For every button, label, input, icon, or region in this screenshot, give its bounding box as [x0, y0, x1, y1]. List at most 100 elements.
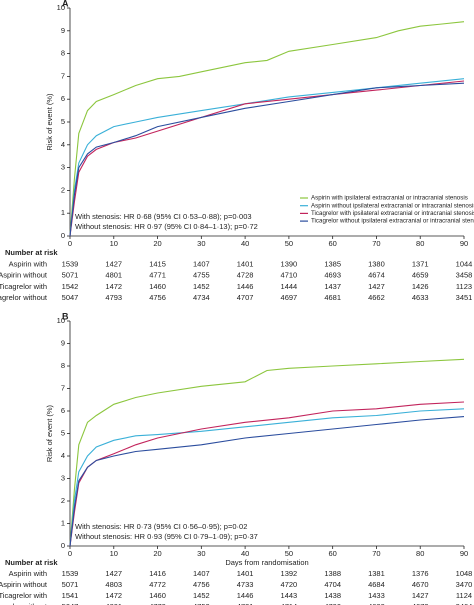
- risk-count: 4734: [193, 293, 210, 302]
- x-tick-label: 60: [328, 549, 336, 558]
- y-tick-label: 2: [61, 496, 65, 505]
- x-tick-label: 20: [153, 549, 161, 558]
- risk-count: 1376: [412, 569, 429, 578]
- risk-count: 4756: [193, 580, 210, 589]
- risk-count: 4704: [324, 580, 341, 589]
- risk-count: 1438: [324, 591, 341, 600]
- x-tick-label: 60: [328, 239, 336, 248]
- risk-count: 5047: [62, 293, 79, 302]
- risk-count: 3464: [456, 602, 473, 605]
- risk-table-title: Number at risk: [5, 248, 58, 257]
- risk-count: 1452: [193, 591, 210, 600]
- risk-row-label: Ticagrelor with: [0, 591, 47, 600]
- risk-count: 1427: [105, 259, 122, 268]
- y-tick-label: 3: [61, 163, 65, 172]
- y-tick-label: 4: [61, 451, 65, 460]
- risk-count: 1427: [368, 282, 385, 291]
- x-tick-label: 70: [372, 549, 380, 558]
- panel-label: A: [62, 0, 69, 8]
- risk-count: 1415: [149, 259, 166, 268]
- risk-count: 1472: [105, 282, 122, 291]
- x-tick-label: 80: [416, 239, 424, 248]
- risk-row-label: Aspirin with: [9, 569, 47, 578]
- risk-count: 1416: [149, 569, 166, 578]
- y-tick-label: 8: [61, 49, 65, 58]
- risk-count: 1381: [368, 569, 385, 578]
- risk-count: 1460: [149, 591, 166, 600]
- y-tick-label: 9: [61, 26, 65, 35]
- y-tick-label: 3: [61, 473, 65, 482]
- risk-count: 5071: [62, 271, 79, 280]
- risk-count: 1124: [456, 591, 472, 600]
- risk-count: 4803: [105, 580, 122, 589]
- x-tick-label: 0: [68, 549, 72, 558]
- risk-count: 4801: [105, 271, 122, 280]
- km-curve: [69, 21, 465, 237]
- risk-row-label: Ticagrelor with: [0, 282, 47, 291]
- risk-count: 4674: [368, 271, 385, 280]
- x-axis-label: Days from randomisation: [225, 558, 308, 567]
- risk-count: 4772: [149, 580, 166, 589]
- risk-count: 4684: [368, 580, 385, 589]
- risk-count: 1380: [368, 259, 385, 268]
- risk-count: 4700: [324, 602, 341, 605]
- risk-count: 1539: [62, 569, 79, 578]
- risk-row-label: Aspirin with: [9, 259, 47, 268]
- risk-count: 1472: [105, 591, 122, 600]
- risk-count: 1401: [237, 259, 254, 268]
- risk-count: 4673: [412, 602, 429, 605]
- risk-count: 4771: [149, 271, 166, 280]
- risk-count: 1407: [193, 569, 210, 578]
- risk-count: 1407: [193, 259, 210, 268]
- x-tick-label: 30: [197, 239, 205, 248]
- risk-count: 4707: [237, 293, 254, 302]
- km-curve: [69, 401, 465, 547]
- risk-count: 4659: [412, 271, 429, 280]
- y-tick-label: 10: [57, 316, 65, 325]
- risk-count: 4755: [193, 271, 210, 280]
- risk-count: 1427: [412, 591, 429, 600]
- legend-label: Ticagrelor without ipsilateral extracran…: [311, 218, 474, 225]
- risk-count: 4710: [281, 271, 298, 280]
- risk-count: 4683: [368, 602, 385, 605]
- risk-count: 1390: [281, 259, 298, 268]
- risk-count: 4793: [105, 293, 122, 302]
- risk-row-label: Ticagrelor without: [0, 602, 48, 605]
- y-tick-label: 7: [61, 71, 65, 80]
- risk-count: 4633: [412, 293, 429, 302]
- risk-count: 1426: [412, 282, 429, 291]
- risk-row-label: Ticagrelor without: [0, 293, 48, 302]
- annotation: Without stenosis: HR 0·93 (95% CI 0·79–1…: [75, 532, 258, 541]
- y-tick-label: 0: [61, 541, 65, 550]
- y-tick-label: 10: [57, 3, 65, 12]
- risk-count: 5071: [62, 580, 79, 589]
- x-tick-label: 40: [241, 549, 249, 558]
- x-tick-label: 0: [68, 239, 72, 248]
- risk-count: 1401: [237, 569, 254, 578]
- risk-count: 1443: [281, 591, 298, 600]
- risk-count: 4801: [105, 602, 122, 605]
- legend-label: Aspirin with ipsilateral extracranial or…: [311, 195, 468, 202]
- risk-count: 3451: [456, 293, 473, 302]
- y-tick-label: 6: [61, 94, 65, 103]
- risk-count: 1048: [456, 569, 473, 578]
- y-tick-label: 5: [61, 428, 65, 437]
- risk-count: 4728: [237, 271, 254, 280]
- y-tick-label: 4: [61, 140, 65, 149]
- risk-row-label: Aspirin without: [0, 271, 48, 280]
- annotation: With stenosis: HR 0·68 (95% CI 0·53–0·88…: [75, 212, 252, 221]
- risk-count: 1371: [412, 259, 429, 268]
- risk-count: 4756: [149, 293, 166, 302]
- legend-label: Ticagrelor with ipsilateral extracranial…: [311, 210, 474, 217]
- risk-count: 3458: [456, 271, 473, 280]
- risk-count: 5047: [62, 602, 79, 605]
- risk-count: 4779: [149, 602, 166, 605]
- risk-count: 4731: [237, 602, 254, 605]
- risk-count: 4752: [193, 602, 210, 605]
- annotation: Without stenosis: HR 0·97 (95% CI 0·84–1…: [75, 222, 258, 231]
- x-tick-label: 50: [285, 239, 293, 248]
- km-curve: [69, 416, 465, 547]
- risk-count: 4720: [281, 580, 298, 589]
- x-tick-label: 90: [460, 549, 468, 558]
